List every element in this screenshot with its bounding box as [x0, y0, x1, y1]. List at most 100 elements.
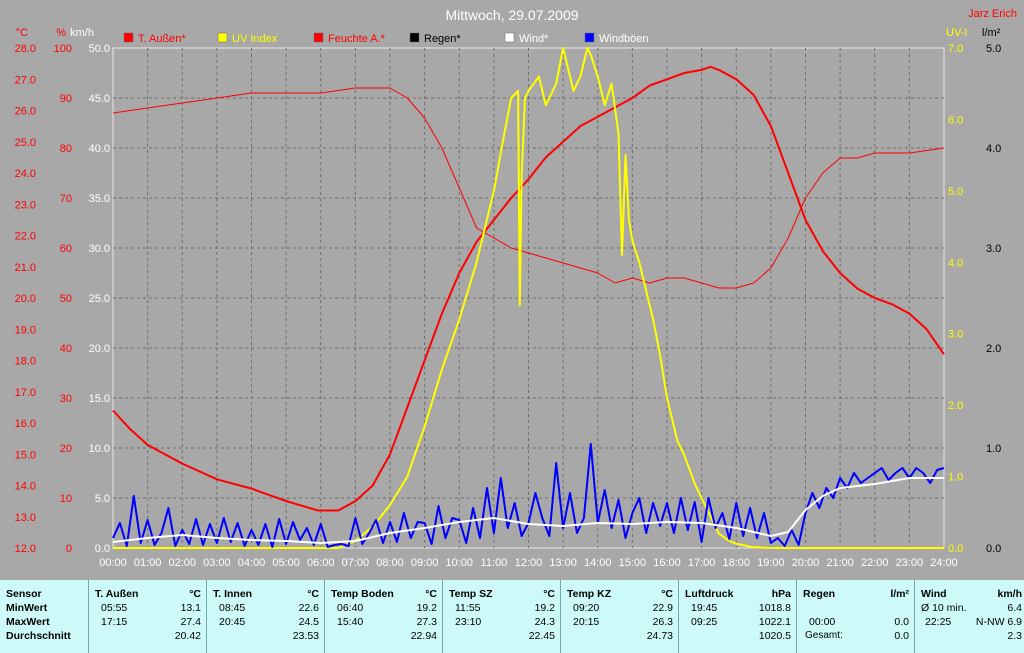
uvi-axis-tick: 4.0: [948, 257, 963, 269]
x-tick: 00:00: [99, 557, 127, 569]
percent-unit: %: [56, 27, 66, 39]
uvi-axis-tick: 2.0: [948, 400, 963, 412]
stat-unit: °C: [425, 588, 437, 600]
series-line-3: [112, 477, 944, 544]
chart-title: Mittwoch, 29.07.2009: [445, 7, 578, 23]
legend-label-1: UV Index: [232, 33, 278, 45]
stat-average: 22.45: [528, 630, 555, 642]
stat-column-0: T. Außen °C 05:55 13.1 17:15 27.4 20.42: [88, 580, 207, 653]
stat-name: Temp KZ: [567, 588, 612, 600]
celsius-axis-tick: 13.0: [15, 512, 36, 524]
stat-unit: °C: [189, 588, 201, 600]
percent-axis-tick: 90: [60, 93, 72, 105]
percent-axis-tick: 60: [60, 243, 72, 255]
sensor-title: Sensor: [6, 588, 42, 600]
rain-axis-tick: 3.0: [986, 243, 1001, 255]
stat-max-value: 26.3: [652, 616, 673, 628]
celsius-axis-tick: 14.0: [15, 481, 36, 493]
x-tick: 03:00: [203, 557, 231, 569]
stat-column-wind: Wind km/h Ø 10 min. 6.4 22:25 N-NW 6.9 2.3: [914, 580, 1024, 653]
stat-name: T. Innen: [213, 588, 253, 600]
percent-axis-tick: 80: [60, 143, 72, 155]
x-tick: 12:00: [515, 557, 543, 569]
x-tick: 22:00: [861, 557, 889, 569]
legend-swatch-5: [584, 32, 595, 43]
x-tick: 08:00: [376, 557, 404, 569]
stat-max-time: 20:45: [219, 616, 246, 628]
uvi-axis-tick: 1.0: [948, 472, 963, 484]
kmh-axis-tick: 5.0: [95, 493, 110, 505]
celsius-axis-tick: 20.0: [15, 293, 36, 305]
regen-total-value: 0.0: [894, 630, 909, 642]
legend-swatch-4: [504, 32, 515, 43]
legend-label-0: T. Außen*: [138, 33, 186, 45]
stat-min-value: 1018.8: [758, 602, 791, 614]
regen-time: 00:00: [809, 616, 836, 628]
kmh-axis-tick: 20.0: [89, 343, 110, 355]
regen-unit: l/m²: [890, 588, 909, 600]
percent-axis-tick: 20: [60, 443, 72, 455]
stat-max-time: 17:15: [101, 616, 128, 628]
regen-name: Regen: [803, 588, 836, 600]
x-tick: 23:00: [896, 557, 924, 569]
x-tick: 19:00: [757, 557, 785, 569]
x-tick: 24:00: [930, 557, 958, 569]
kmh-axis-tick: 25.0: [89, 293, 110, 305]
legend-swatch-1: [217, 32, 228, 43]
stat-column-5: Luftdruck hPa 19:45 1018.8 09:25 1022.1 1020.5: [678, 580, 797, 653]
stat-column-2: Temp Boden °C 06:40 19.2 15:40 27.3 22.94: [324, 580, 443, 653]
stat-max-value: 27.4: [180, 616, 201, 628]
stat-unit: °C: [543, 588, 555, 600]
x-tick: 07:00: [342, 557, 370, 569]
uvi-axis-tick: 6.0: [948, 114, 963, 126]
uvi-axis-tick: 3.0: [948, 329, 963, 341]
weather-chart: 28.0 27.0 26.0 25.0 24.0 23.0 22.0 21.0 20.0 19.0…: [15, 7, 1017, 569]
stat-name: T. Außen: [95, 588, 139, 600]
x-tick: 15:00: [619, 557, 647, 569]
celsius-axis-tick: 24.0: [15, 168, 36, 180]
x-tick: 13:00: [549, 557, 577, 569]
legend-label-5: Windböen: [599, 33, 649, 45]
x-tick: 06:00: [307, 557, 335, 569]
author-label: Jarz Erich: [968, 8, 1017, 20]
celsius-axis-tick: 15.0: [15, 449, 36, 461]
legend-swatch-2: [313, 32, 324, 43]
x-tick: 01:00: [134, 557, 162, 569]
sensor-column: Sensor MinWert MaxWert Durchschnitt: [0, 580, 88, 653]
uvi-axis-tick: 0.0: [948, 543, 963, 555]
stat-min-time: 09:20: [573, 602, 600, 614]
x-tick: 14:00: [584, 557, 612, 569]
x-tick: 09:00: [411, 557, 439, 569]
celsius-axis-tick: 18.0: [15, 356, 36, 368]
stat-name: Luftdruck: [685, 588, 734, 600]
kmh-unit: km/h: [70, 27, 94, 39]
kmh-axis-tick: 50.0: [89, 43, 110, 55]
stat-min-value: 19.2: [416, 602, 437, 614]
series-line-1: [112, 87, 945, 289]
percent-axis-tick: 50: [60, 293, 72, 305]
stat-min-time: 05:55: [101, 602, 128, 614]
regen-value: 0.0: [894, 616, 909, 628]
wind-avg-label: Ø 10 min.: [921, 602, 967, 614]
stat-min-time: 06:40: [337, 602, 364, 614]
sensor-row-label: MaxWert: [6, 616, 50, 628]
x-tick: 10:00: [445, 557, 473, 569]
sensor-row-label: MinWert: [6, 602, 48, 614]
stat-name: Temp Boden: [331, 588, 394, 600]
stat-unit: hPa: [771, 588, 791, 600]
wind-name: Wind: [921, 588, 947, 600]
stat-name: Temp SZ: [449, 588, 493, 600]
rain-axis-tick: 5.0: [986, 43, 1001, 55]
stat-min-value: 13.1: [180, 602, 201, 614]
kmh-axis-tick: 15.0: [89, 393, 110, 405]
x-tick: 16:00: [653, 557, 681, 569]
celsius-axis-tick: 23.0: [15, 199, 36, 211]
stat-min-value: 22.9: [652, 602, 673, 614]
stat-max-value: 24.5: [298, 616, 319, 628]
x-tick: 21:00: [826, 557, 854, 569]
kmh-axis-tick: 10.0: [89, 443, 110, 455]
kmh-axis-tick: 45.0: [89, 93, 110, 105]
percent-axis-tick: 70: [60, 193, 72, 205]
rain-unit: l/m²: [982, 27, 1001, 39]
